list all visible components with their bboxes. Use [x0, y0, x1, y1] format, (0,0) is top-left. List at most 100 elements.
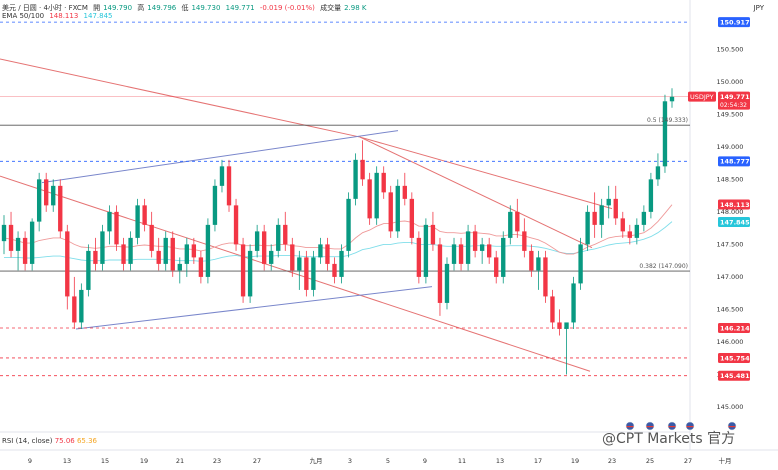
- candle-body: [472, 231, 478, 251]
- flag-stripe: [686, 426, 694, 428]
- candle-73: [515, 198, 520, 238]
- us-flag-icon: [685, 421, 695, 431]
- candle-body: [191, 244, 197, 258]
- candle-29: [205, 218, 211, 284]
- candle-body: [423, 224, 429, 277]
- candle-body: [114, 211, 119, 245]
- candle-body: [486, 244, 492, 258]
- candle-body: [381, 172, 386, 193]
- x-tick-9: 5: [386, 457, 390, 465]
- y-tick-2: 146.000: [717, 338, 744, 346]
- candle-body: [261, 231, 267, 264]
- candle-34: [240, 237, 246, 303]
- price-tag-countdown: 02:54:32: [720, 102, 747, 109]
- candle-76: [536, 250, 541, 290]
- price-tag-box: [718, 91, 750, 110]
- candle-43: [304, 250, 309, 297]
- fib-label-1: 0.382 (147.090): [639, 263, 688, 270]
- candle-body: [65, 231, 70, 297]
- candle-body: [332, 263, 337, 277]
- ema-header[interactable]: EMA 50/100 148.113 147.845: [2, 12, 115, 20]
- candle-20: [142, 198, 147, 232]
- y-tick-11: 150.500: [717, 45, 744, 53]
- candle-body: [374, 172, 379, 219]
- trendline-3: [359, 136, 593, 249]
- candle-24: [170, 231, 175, 277]
- level-tag-2-text: 146.214: [720, 324, 750, 332]
- candle-53: [374, 166, 379, 225]
- candle-body: [508, 211, 513, 238]
- candle-45: [318, 237, 323, 264]
- candles: [1, 88, 675, 375]
- candle-body: [297, 257, 302, 271]
- candle-body: [86, 250, 91, 290]
- x-tick-15: 23: [608, 457, 616, 465]
- candle-47: [332, 257, 337, 284]
- candle-13: [93, 237, 98, 271]
- rsi-header[interactable]: RSI (14, close) 75.06 65.36: [2, 437, 97, 445]
- candle-body: [515, 211, 520, 232]
- high-value: 149.796: [147, 4, 177, 12]
- level-tag-2-box: [718, 323, 750, 334]
- candle-body: [318, 244, 323, 258]
- candle-body: [205, 224, 211, 277]
- candle-body: [170, 237, 175, 271]
- candle-1: [8, 211, 14, 258]
- candle-body: [107, 211, 112, 232]
- candle-body: [51, 185, 56, 206]
- us-flag-icon: [727, 421, 737, 431]
- candle-62: [437, 237, 443, 316]
- candle-body: [325, 244, 330, 264]
- volume-value: 2.98 K: [344, 4, 367, 12]
- time-axis[interactable]: 9 13 15 19 21 23 27 九月 3 5 9 11 13 17 19 23 25 27 十月: [28, 456, 732, 465]
- candle-95: [669, 88, 675, 108]
- candle-6: [44, 172, 49, 212]
- ema-tag-1-text: 147.845: [720, 218, 750, 226]
- y-tick-10: 150.000: [717, 78, 744, 86]
- candle-56: [395, 179, 400, 238]
- price-axis[interactable]: 145.000145.500146.000146.500147.000147.5…: [688, 17, 750, 411]
- candle-body: [543, 257, 548, 297]
- candle-33: [233, 198, 239, 251]
- candle-83: [585, 205, 590, 251]
- candle-body: [529, 250, 534, 271]
- y-tick-0: 145.000: [717, 403, 744, 411]
- candle-15: [107, 205, 112, 245]
- candle-28: [198, 250, 204, 284]
- flag-icons: [625, 421, 737, 431]
- x-tick-4: 21: [176, 457, 184, 465]
- candle-8: [58, 179, 63, 238]
- candle-25: [177, 257, 182, 284]
- candle-52: [367, 172, 372, 225]
- candle-65: [458, 237, 464, 271]
- x-tick-14: 19: [571, 457, 579, 465]
- open-label: 開: [93, 4, 101, 12]
- candle-body: [163, 237, 168, 264]
- candle-body: [149, 224, 154, 251]
- x-tick-3: 19: [140, 457, 148, 465]
- candle-41: [290, 237, 295, 277]
- us-flag-icon: [667, 421, 677, 431]
- candle-body: [247, 250, 253, 297]
- y-tick-6: 148.000: [717, 208, 744, 216]
- candle-body: [269, 250, 274, 264]
- trendline-1: [0, 58, 361, 138]
- x-tick-6: 27: [253, 457, 261, 465]
- candle-27: [191, 237, 197, 264]
- candle-67: [472, 224, 478, 258]
- candle-59: [416, 231, 422, 284]
- us-flag-icon: [645, 421, 655, 431]
- candle-body: [451, 244, 457, 264]
- trendline-5: [75, 286, 433, 330]
- ema50-line: [3, 204, 673, 255]
- x-tick-7: 九月: [310, 456, 323, 465]
- candle-body: [93, 250, 98, 264]
- ema-tag-1-box: [718, 216, 750, 227]
- candle-body: [36, 179, 42, 222]
- low-label: 低: [181, 4, 189, 12]
- x-tick-1: 13: [63, 457, 71, 465]
- fib-label-0: 0.5 (149.333): [647, 117, 688, 124]
- candle-body: [198, 257, 204, 277]
- candle-50: [353, 153, 358, 206]
